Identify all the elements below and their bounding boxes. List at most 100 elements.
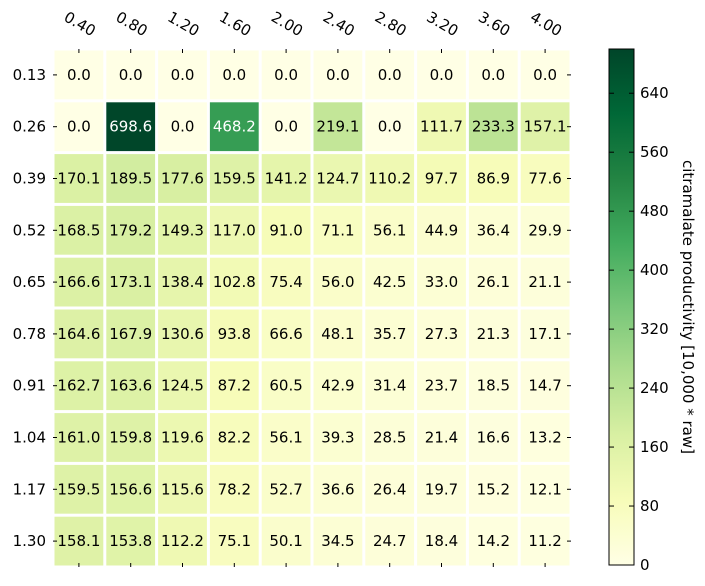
heatmap-cell (158, 205, 207, 255)
y-tick-label: 1.04 (13, 429, 46, 447)
heatmap-cell (313, 154, 363, 203)
heatmap-cell (54, 205, 104, 255)
cell-value-label: 33.0 (425, 273, 458, 291)
cell-value-label: 159.8 (109, 429, 152, 447)
heatmap-cell (261, 413, 311, 462)
heatmap-cell (261, 516, 311, 566)
heatmap-cell (54, 154, 104, 203)
heatmap-cell (209, 102, 259, 152)
heatmap-cell (54, 257, 104, 307)
x-tick-label: 0.80 (113, 8, 151, 40)
x-tick-label: 4.00 (527, 8, 565, 40)
cell-value-label: 13.2 (528, 429, 561, 447)
heatmap-cell (54, 361, 104, 411)
heatmap-cell (365, 464, 415, 514)
heatmap-cell (417, 257, 466, 307)
cell-value-label: 159.5 (213, 170, 256, 188)
heatmap-cell (158, 516, 207, 566)
cell-value-label: 0.0 (378, 66, 402, 84)
heatmap-cell (520, 413, 570, 462)
heatmap-cell (261, 464, 311, 514)
cell-value-label: 110.2 (368, 170, 411, 188)
heatmap-cell (468, 205, 518, 255)
cell-value-label: 157.1 (524, 118, 567, 136)
heatmap-cell (54, 50, 104, 100)
colorbar-tick-label: 480 (640, 202, 669, 220)
heatmap-cell (520, 257, 570, 307)
y-tick-label: 0.39 (13, 170, 46, 188)
cell-value-label: 91.0 (269, 221, 302, 239)
y-tick-label: 1.17 (13, 480, 46, 498)
x-tick-label: 2.00 (268, 8, 306, 40)
heatmap-cell-labels: 0.0 0.0 0.0 0.0 0.0 0.0 0.0 0.0 0.0 0.0 0.0 698.6 0.… (57, 66, 566, 550)
heatmap-cell (468, 102, 518, 152)
cell-value-label: 93.8 (218, 325, 251, 343)
x-tick-label: 0.40 (61, 8, 99, 40)
cell-value-label: 29.9 (528, 221, 561, 239)
cell-value-label: 56.1 (269, 429, 302, 447)
cell-value-label: 117.0 (213, 221, 256, 239)
x-tick-label: 3.60 (475, 8, 513, 40)
cell-value-label: 0.0 (67, 66, 91, 84)
heatmap-cell (261, 309, 311, 359)
cell-value-label: 124.5 (161, 377, 204, 395)
heatmap-cell (261, 102, 311, 152)
heatmap-cell (54, 516, 104, 566)
cell-value-label: 15.2 (477, 480, 510, 498)
cell-value-label: 56.0 (321, 273, 354, 291)
heatmap-cell (106, 257, 156, 307)
colorbar: 0 80 160 240 320 400 480 560 640 citramalate prod… (608, 48, 697, 574)
heatmap-cell (365, 309, 415, 359)
heatmap-cell (520, 309, 570, 359)
x-tick-label: 2.80 (372, 8, 410, 40)
cell-value-label: 35.7 (373, 325, 406, 343)
colorbar-tick-label: 160 (640, 438, 669, 456)
colorbar-gradient (608, 48, 635, 566)
heatmap-cell (106, 413, 156, 462)
cell-value-label: 42.5 (373, 273, 406, 291)
cell-value-label: 170.1 (57, 170, 100, 188)
cell-value-label: 0.0 (430, 66, 454, 84)
cell-value-label: 86.9 (477, 170, 510, 188)
cell-value-label: 75.1 (218, 532, 251, 550)
heatmap-cell (209, 154, 259, 203)
cell-value-label: 159.5 (57, 480, 100, 498)
y-tick-label: 0.91 (13, 377, 46, 395)
cell-value-label: 34.5 (321, 532, 354, 550)
cell-value-label: 44.9 (425, 221, 458, 239)
heatmap-cell (261, 361, 311, 411)
heatmap-cell (261, 154, 311, 203)
heatmap-cell (313, 464, 363, 514)
heatmap-cell (261, 257, 311, 307)
cell-value-label: 16.6 (477, 429, 510, 447)
heatmap-cell (54, 413, 104, 462)
cell-value-label: 0.0 (274, 118, 298, 136)
cell-value-label: 141.2 (265, 170, 308, 188)
heatmap-cell (106, 309, 156, 359)
cell-value-label: 26.4 (373, 480, 406, 498)
heatmap-cell (365, 257, 415, 307)
cell-value-label: 233.3 (472, 118, 515, 136)
cell-value-label: 28.5 (373, 429, 406, 447)
heatmap-cell (313, 205, 363, 255)
cell-value-label: 119.6 (161, 429, 204, 447)
colorbar-tick-label: 640 (640, 84, 669, 102)
y-tick-label: 0.26 (13, 118, 46, 136)
y-tick-label: 0.78 (13, 325, 46, 343)
heatmap-cell (468, 154, 518, 203)
heatmap-cell (365, 361, 415, 411)
heatmap-cell (209, 464, 259, 514)
heatmap-cell (54, 102, 104, 152)
x-tick-label: 1.60 (216, 8, 254, 40)
heatmap-cell (209, 309, 259, 359)
heatmap-cell (313, 257, 363, 307)
cell-value-label: 56.1 (373, 221, 406, 239)
heatmap-cell (365, 154, 415, 203)
x-tick-label: 3.20 (424, 8, 462, 40)
heatmap-cell (417, 154, 466, 203)
heatmap-cell (313, 413, 363, 462)
cell-value-label: 0.0 (222, 66, 246, 84)
cell-value-label: 166.6 (57, 273, 100, 291)
cell-value-label: 26.1 (477, 273, 510, 291)
cell-value-label: 36.6 (321, 480, 354, 498)
